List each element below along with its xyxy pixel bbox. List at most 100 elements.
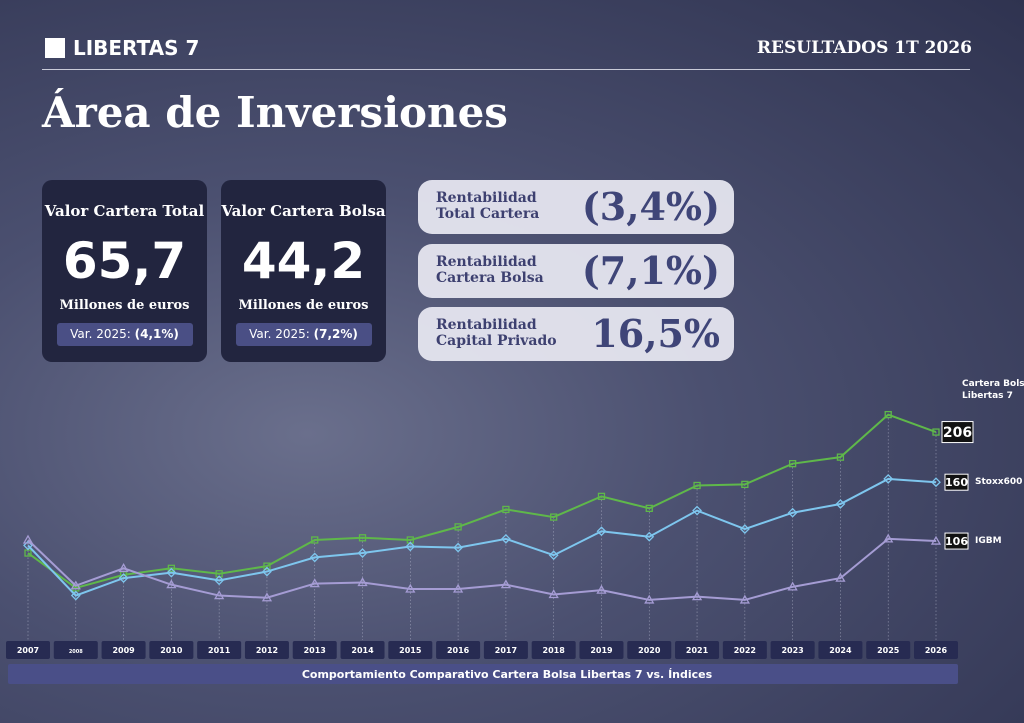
category-box: [436, 641, 481, 659]
category-box: [292, 641, 337, 659]
marker: [788, 460, 797, 468]
marker: [311, 536, 319, 544]
series-line: [27, 537, 937, 601]
return-label-line: Cartera Bolsa: [436, 269, 544, 286]
x-tick-label: 2020: [638, 646, 661, 655]
series-name: Stoxx600: [975, 477, 1023, 488]
x-tick-label: 2021: [686, 646, 709, 655]
marker: [550, 513, 558, 521]
marker: [262, 566, 272, 577]
return-label-line: Total Cartera: [436, 206, 540, 222]
category-box: [866, 641, 911, 659]
var-label: Var. 2025:: [249, 327, 310, 341]
card-value: 65,7: [62, 232, 187, 290]
series-name: IGBM: [975, 536, 1002, 547]
x-tick-label: 2013: [304, 646, 326, 655]
return-label: Rentabilidad Cartera Bolsa: [436, 254, 544, 286]
chart-title: Comportamiento Comparativo Cartera Bolsa…: [302, 668, 713, 681]
x-tick-label: 2022: [734, 646, 756, 655]
category-box: [818, 641, 863, 659]
marker: [214, 575, 225, 586]
category-box: [770, 641, 815, 659]
return-label-line: Rentabilidad: [436, 317, 537, 333]
value-card: Valor Cartera Total 65,7 Millones de euros…: [42, 180, 207, 362]
marker: [787, 507, 798, 518]
category-box: [914, 641, 958, 659]
marker: [452, 583, 464, 593]
series-name: Cartera Bolsa Libertas 7: [962, 379, 1024, 402]
marker: [835, 499, 846, 509]
marker: [309, 552, 320, 563]
series-line: [27, 413, 937, 590]
marker: [741, 480, 749, 489]
logo: LIBERTAS 7: [45, 36, 199, 60]
marker: [836, 453, 845, 461]
var-label: Var. 2025:: [70, 327, 131, 341]
x-tick-label: 2026: [925, 646, 948, 655]
marker: [405, 541, 416, 552]
marker: [357, 548, 368, 558]
marker: [548, 550, 559, 561]
card-value: 44,2: [241, 232, 366, 290]
marker: [692, 505, 702, 516]
marker: [931, 477, 941, 488]
marker: [884, 410, 892, 419]
end-label-box: [944, 532, 969, 550]
category-box: [531, 641, 576, 659]
var-pill: Var. 2025: (4,1%): [56, 323, 193, 346]
end-label-box: [944, 473, 969, 491]
marker: [644, 531, 655, 542]
marker: [454, 523, 462, 531]
category-box: [149, 641, 194, 659]
marker: [118, 573, 129, 584]
category-box: [101, 641, 146, 659]
return-value: 16,5%: [591, 311, 720, 356]
marker: [502, 505, 510, 514]
rule: [42, 69, 970, 70]
x-tick-label: 2014: [351, 646, 374, 655]
category-box: [579, 641, 624, 659]
marker: [405, 583, 416, 593]
return-label-line: Capital Privado: [436, 333, 557, 349]
marker: [70, 590, 81, 601]
category-box: [340, 641, 385, 659]
x-tick-label: 2010: [160, 646, 183, 655]
x-tick-label: 2018: [543, 646, 566, 655]
category-box: [6, 641, 50, 659]
marker: [23, 540, 33, 551]
category-box: [388, 641, 433, 659]
return-label-line: Rentabilidad: [436, 190, 537, 206]
return-label: Rentabilidad Capital Privado: [436, 317, 557, 349]
x-tick-label: 2016: [447, 646, 470, 655]
var-value: (7,2%): [313, 327, 358, 341]
marker: [167, 564, 176, 572]
caption-bar: [8, 664, 958, 684]
x-tick-label: 2017: [495, 646, 517, 655]
marker: [597, 492, 606, 501]
marker: [214, 590, 225, 600]
marker: [739, 524, 750, 534]
return-pill: Rentabilidad Cartera Bolsa (7,1%): [418, 243, 734, 298]
x-tick-label: 2012: [256, 646, 278, 655]
marker: [596, 584, 607, 594]
x-tick-label: 2025: [877, 646, 900, 655]
card-title: Valor Cartera Bolsa: [221, 202, 386, 220]
return-value: (3,4%): [581, 184, 720, 229]
marker: [166, 567, 177, 578]
page-title: Área de Inversiones: [42, 88, 508, 137]
end-label: 206: [943, 425, 972, 441]
marker: [930, 535, 942, 545]
x-tick-label: 2019: [590, 646, 613, 655]
marker: [357, 577, 368, 587]
marker: [883, 533, 894, 543]
marker: [166, 579, 177, 589]
marker: [932, 428, 940, 436]
category-box: [722, 641, 767, 659]
marker: [263, 562, 271, 570]
logo-icon: [45, 38, 65, 58]
category-box: [53, 641, 98, 659]
category-box: [675, 641, 720, 659]
marker: [739, 594, 750, 604]
